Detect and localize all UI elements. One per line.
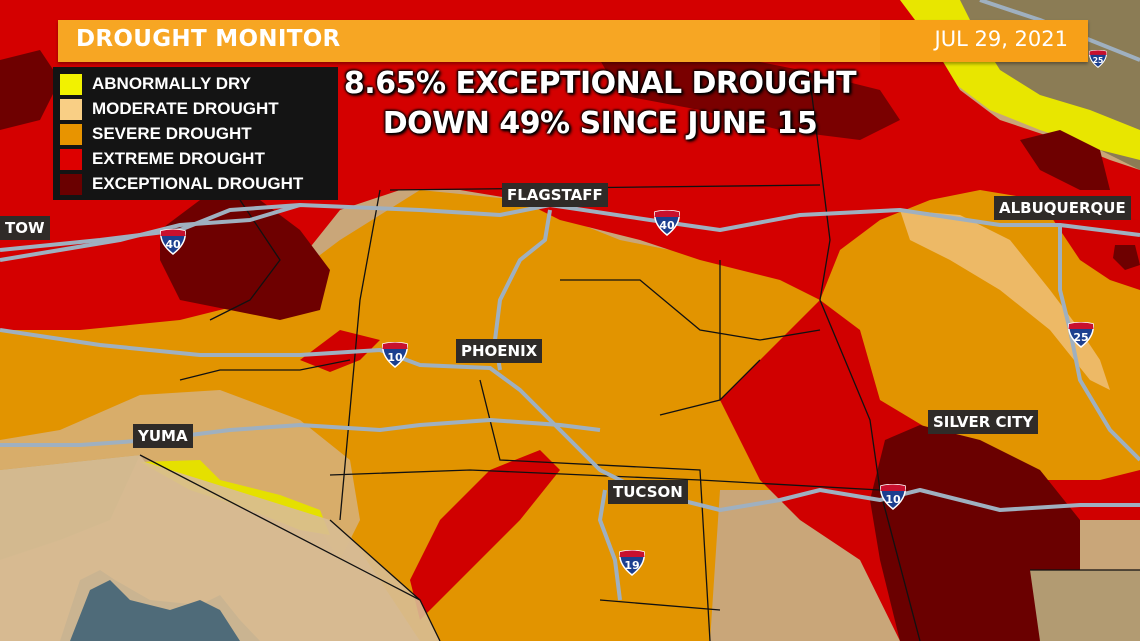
legend-item-exceptional: EXCEPTIONAL DROUGHT (60, 173, 303, 195)
city-label-silver-city: SILVER CITY (928, 410, 1039, 434)
city-label-albuquerque: ALBUQUERQUE (994, 196, 1131, 220)
interstate-shield-icon: 25 (1089, 50, 1107, 68)
interstate-shield-icon: 10 (880, 484, 906, 510)
legend-swatch-icon (60, 123, 82, 145)
city-label-tucson: TUCSON (608, 480, 688, 504)
city-label-phoenix: PHOENIX (456, 339, 543, 363)
exceptional-drought-nm-dot (1113, 245, 1140, 270)
extreme-drought-east-nm (1040, 200, 1140, 290)
legend-item-moderate: MODERATE DROUGHT (60, 98, 279, 120)
interstate-shield-icon: 19 (619, 550, 645, 576)
legend-label: EXCEPTIONAL DROUGHT (92, 174, 304, 193)
legend: ABNORMALLY DRY MODERATE DROUGHT SEVERE D… (53, 67, 338, 200)
map-title: DROUGHT MONITOR (76, 26, 341, 52)
legend-label: SEVERE DROUGHT (92, 124, 252, 143)
map-date: JUL 29, 2021 (934, 27, 1068, 51)
legend-swatch-icon (60, 98, 82, 120)
svg-text:25: 25 (1093, 56, 1104, 65)
svg-text:25: 25 (1073, 331, 1088, 344)
exceptional-drought-silver-city (870, 425, 1080, 641)
mexico-terrain-se (1030, 570, 1140, 641)
headline-line-1: 8.65% EXCEPTIONAL DROUGHT (343, 66, 857, 101)
svg-text:10: 10 (387, 351, 403, 364)
exceptional-drought-north (600, 50, 900, 140)
legend-swatch-icon (60, 148, 82, 170)
legend-swatch-icon (60, 73, 82, 95)
city-label-barstow: TOW (0, 216, 50, 240)
legend-label: EXTREME DROUGHT (92, 149, 265, 168)
legend-item-severe: SEVERE DROUGHT (60, 123, 252, 145)
legend-label: ABNORMALLY DRY (92, 74, 251, 93)
interstate-shield-icon: 10 (382, 342, 408, 368)
gulf-water (70, 580, 240, 641)
interstate-shield-icon: 40 (160, 229, 186, 255)
legend-label: MODERATE DROUGHT (92, 99, 279, 118)
svg-text:40: 40 (659, 219, 675, 232)
svg-text:40: 40 (165, 238, 181, 251)
extreme-drought-sw-az (410, 450, 560, 620)
city-label-flagstaff: FLAGSTAFF (502, 183, 608, 207)
city-label-yuma: YUMA (133, 424, 193, 448)
exceptional-drought-ne (1020, 130, 1110, 190)
interstate-shield-icon: 40 (654, 210, 680, 236)
exceptional-drought-west (160, 200, 330, 320)
headline-line-2: DOWN 49% SINCE JUNE 15 (382, 106, 818, 141)
date-box: JUL 29, 2021 (880, 20, 1088, 62)
headline: 8.65% EXCEPTIONAL DROUGHT DOWN 49% SINCE… (340, 64, 860, 144)
interstate-shield-icon: 25 (1068, 322, 1094, 348)
legend-item-abnormally-dry: ABNORMALLY DRY (60, 73, 251, 95)
svg-text:19: 19 (624, 559, 639, 572)
exceptional-drought-nw (0, 50, 60, 130)
legend-swatch-icon (60, 173, 82, 195)
legend-item-extreme: EXTREME DROUGHT (60, 148, 265, 170)
moderate-drought-nm (900, 210, 1110, 390)
svg-text:10: 10 (885, 493, 901, 506)
